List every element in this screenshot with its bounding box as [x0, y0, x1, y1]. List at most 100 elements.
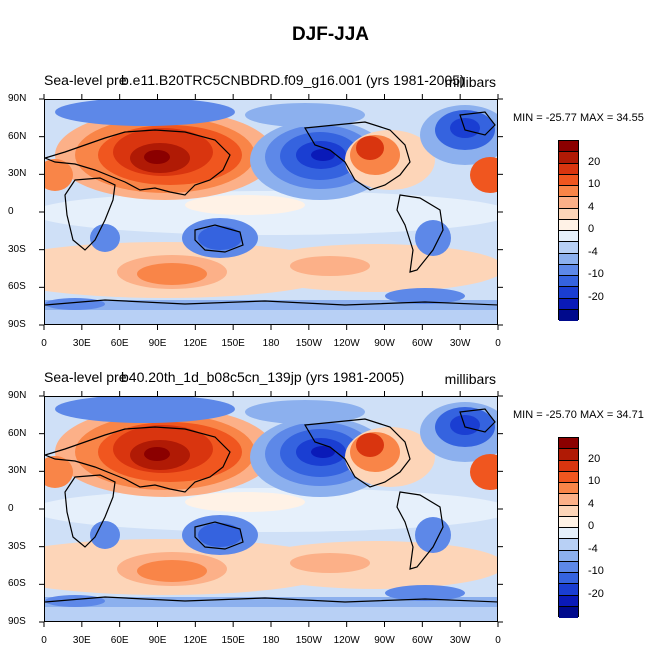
- panel-minmax: MIN = -25.70 MAX = 34.71: [513, 409, 644, 421]
- lon-tick-label: 0: [41, 338, 47, 349]
- lat-tick-label: 90N: [8, 390, 27, 401]
- colorbar-box: [559, 573, 578, 585]
- lon-tick-label: 90W: [374, 635, 395, 646]
- colorbar-box: [559, 550, 578, 562]
- lon-tick-label: 150E: [221, 338, 245, 349]
- lon-tick-label: 60W: [412, 338, 433, 349]
- anomaly-contour-fill: [90, 224, 120, 252]
- lat-tick-label: 30N: [8, 168, 27, 180]
- anomaly-contour-fill: [144, 150, 170, 164]
- anomaly-contour-fill: [245, 541, 497, 589]
- coastline: [304, 418, 411, 488]
- colorbar-box: [559, 163, 578, 175]
- coastline: [45, 299, 497, 306]
- lon-tick-label: 120E: [183, 635, 208, 646]
- colorbar-box: [559, 449, 578, 461]
- colorbar-box: [559, 595, 578, 607]
- lat-tick-label: 0: [8, 503, 14, 514]
- colorbar-label: 4: [588, 497, 595, 510]
- lon-tick-label: 180: [262, 635, 280, 646]
- colorbar-box: [559, 141, 578, 153]
- colorbar-box: [559, 298, 578, 310]
- colorbar-label: 20: [588, 155, 601, 168]
- anomaly-contour-fill: [245, 400, 365, 424]
- panel-case-string: b40.20th_1d_b08c5cn_139jp (yrs 1981-2005…: [121, 369, 405, 385]
- colorbar-box: [559, 287, 578, 299]
- colorbar-box: [559, 186, 578, 198]
- colorbar-label: -4: [588, 542, 598, 555]
- colorbar-box: [559, 231, 578, 243]
- anomaly-contour-fill: [311, 149, 335, 161]
- coastline: [45, 596, 497, 603]
- colorbar-box: [559, 242, 578, 254]
- colorbar-box: [559, 208, 578, 220]
- anomaly-contour-fill: [470, 157, 497, 193]
- colorbar-box: [559, 505, 578, 517]
- colorbar-box: [559, 152, 578, 164]
- colorbar-label: -20: [588, 587, 604, 600]
- colorbar-label: 20: [588, 452, 601, 465]
- colorbar-box: [559, 219, 578, 231]
- lon-tick-label: 0: [41, 635, 47, 646]
- lat-tick-label: 60S: [8, 281, 26, 293]
- coastline: [64, 474, 116, 548]
- lon-tick-label: 90E: [148, 338, 167, 349]
- anomaly-contour-fill: [290, 256, 370, 276]
- anomaly-contour-fill: [45, 159, 73, 191]
- anomaly-contour-fill: [245, 244, 497, 292]
- colorbar-box: [559, 460, 578, 472]
- anomaly-contour-fill: [450, 118, 480, 138]
- panel-units: millibars: [444, 74, 496, 90]
- colorbar-box: [559, 309, 578, 321]
- colorbar-box: [559, 584, 578, 596]
- anomaly-contour-fill: [415, 220, 451, 256]
- lon-tick-label: 120W: [333, 635, 360, 646]
- figure-title: DJF-JJA: [291, 24, 370, 45]
- coastline: [396, 491, 444, 570]
- anomaly-contour-fill: [185, 492, 305, 512]
- colorbar: [558, 140, 579, 321]
- colorbar-box: [559, 539, 578, 551]
- colorbar-label: -20: [588, 290, 604, 303]
- lon-tick-label: 150W: [295, 635, 322, 646]
- panel-minmax: MIN = -25.77 MAX = 34.55: [513, 112, 644, 124]
- coastline: [304, 121, 411, 191]
- colorbar-label: -10: [588, 268, 604, 280]
- lon-tick-label: 0: [495, 635, 501, 646]
- lon-tick-label: 90E: [148, 635, 167, 646]
- colorbar-box: [559, 276, 578, 288]
- colorbar-box: [559, 471, 578, 483]
- coastline: [64, 177, 116, 251]
- map-panel-bottom: Sea-level pre b40.20th_1d_b08c5cn_139jp …: [0, 365, 661, 665]
- anomaly-contour-fill: [198, 226, 242, 250]
- colorbar-label: 10: [588, 475, 601, 487]
- coastline: [396, 194, 444, 273]
- colorbar-label: 0: [588, 520, 595, 532]
- lon-tick-label: 30W: [449, 338, 471, 349]
- lat-tick-label: 60N: [8, 130, 27, 142]
- anomaly-contour-fill: [137, 263, 207, 285]
- lat-tick-label: 60S: [8, 578, 26, 590]
- anomaly-contour-fill: [185, 195, 305, 215]
- lon-tick-label: 30E: [72, 635, 91, 646]
- colorbar-label: -4: [588, 245, 598, 258]
- anomaly-field: [45, 397, 497, 621]
- lon-tick-label: 30E: [72, 338, 91, 349]
- panel-left-string: Sea-level pre: [44, 369, 127, 385]
- colorbar-label: 4: [588, 200, 595, 213]
- colorbar-box: [559, 528, 578, 540]
- lon-tick-label: 60E: [110, 635, 129, 646]
- anomaly-contour-fill: [45, 310, 497, 324]
- lon-tick-label: 150E: [221, 635, 245, 646]
- colorbar-box: [559, 438, 578, 450]
- coastline: [459, 111, 496, 136]
- map-svg: [45, 397, 497, 621]
- colorbar-box: [559, 483, 578, 495]
- lon-tick-label: 150W: [295, 338, 322, 349]
- anomaly-contour-fill: [311, 446, 335, 458]
- colorbar-box: [559, 197, 578, 209]
- anomaly-contour-fill: [385, 585, 465, 601]
- anomaly-contour-fill: [290, 553, 370, 573]
- anomaly-contour-fill: [45, 607, 497, 621]
- anomaly-contour-fill: [450, 415, 480, 435]
